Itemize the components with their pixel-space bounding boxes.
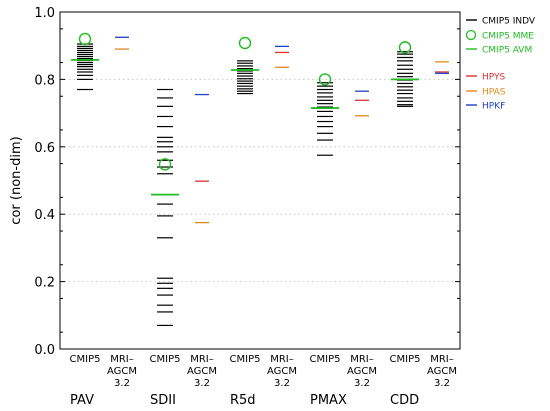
legend: CMIP5 INDV CMIP5 MME CMIP5 AVM HPYS HPAS HPKF	[465, 17, 536, 112]
column-label-cmip5: CMIP5	[390, 354, 421, 365]
legend-marker-mme	[465, 29, 477, 41]
column-label-mri: 3.2	[434, 378, 450, 389]
column-label-cmip5: CMIP5	[310, 354, 341, 365]
plot-frame	[59, 11, 461, 350]
y-tick-label: 0.4	[34, 208, 55, 223]
column-label-mri: AGCM	[107, 366, 137, 377]
legend-label-hpkf: HPKF	[482, 102, 505, 112]
cmip5-mme-mark	[318, 73, 332, 86]
column-label-mri: AGCM	[187, 366, 217, 377]
y-tick-label: 0.8	[34, 73, 55, 88]
legend-label-avm: CMIP5 AVM	[482, 46, 532, 56]
group-label: PMAX	[310, 393, 347, 408]
legend-label-hpys: HPYS	[482, 73, 505, 83]
column-label-mri: AGCM	[347, 366, 377, 377]
cmip5-mme-mark	[398, 41, 412, 54]
y-tick-label: 0.2	[34, 276, 55, 291]
group-label: SDII	[150, 393, 176, 408]
legend-label-hpas: HPAS	[482, 88, 506, 98]
y-tick-label: 1.0	[34, 6, 55, 21]
column-label-mri: 3.2	[194, 378, 210, 389]
column-label-mri: AGCM	[427, 366, 457, 377]
cmip5-mme-mark	[158, 158, 172, 171]
column-label-mri: MRI–	[350, 354, 374, 365]
cmip5-mme-mark	[78, 32, 92, 46]
column-label-mri: MRI–	[110, 354, 134, 365]
column-label-mri: MRI–	[190, 354, 214, 365]
column-label-mri: MRI–	[270, 354, 294, 365]
column-label-cmip5: CMIP5	[230, 354, 261, 365]
chart-marks	[71, 32, 449, 327]
column-label-mri: AGCM	[267, 366, 297, 377]
grid-lines	[60, 79, 460, 283]
legend-label-indv: CMIP5 INDV	[482, 17, 536, 27]
column-label-mri: 3.2	[354, 378, 370, 389]
y-axis-label: cor (non-dim)	[9, 136, 24, 224]
y-tick-label: 0.0	[34, 343, 55, 358]
column-label-mri: 3.2	[274, 378, 290, 389]
group-label: CDD	[390, 393, 419, 408]
group-label: R5d	[230, 393, 256, 408]
y-axis: 0.0 0.2 0.4 0.6 0.8 1.0	[34, 6, 460, 358]
column-label-mri: MRI–	[430, 354, 454, 365]
column-label-cmip5: CMIP5	[150, 354, 181, 365]
legend-label-mme: CMIP5 MME	[482, 32, 534, 42]
group-label: PAV	[70, 393, 94, 408]
column-label-mri: 3.2	[114, 378, 130, 389]
cmip5-mme-mark	[238, 36, 252, 50]
column-label-cmip5: CMIP5	[70, 354, 101, 365]
y-tick-label: 0.6	[34, 141, 55, 156]
